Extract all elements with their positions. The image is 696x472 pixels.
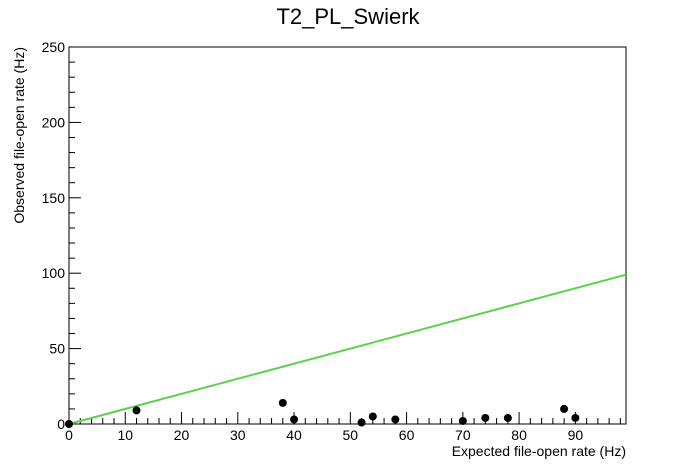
x-tick-label: 30 (230, 427, 246, 443)
data-point (368, 412, 377, 421)
data-point (290, 415, 299, 424)
plot-frame (68, 46, 627, 425)
data-point (357, 418, 366, 427)
reference-line (68, 273, 627, 425)
x-axis-label: Expected file-open rate (Hz) (452, 443, 626, 459)
data-point (458, 416, 467, 425)
x-tick-label: 0 (65, 427, 73, 443)
chart-title: T2_PL_Swierk (276, 4, 420, 29)
data-point (503, 413, 512, 422)
x-tick-label: 20 (174, 427, 190, 443)
data-point (132, 406, 141, 415)
x-tick-label: 90 (568, 427, 584, 443)
x-tick-label: 60 (399, 427, 415, 443)
y-tick-label: 150 (42, 190, 66, 206)
x-tick-label: 10 (117, 427, 133, 443)
data-point (391, 415, 400, 424)
y-tick-label: 50 (49, 341, 65, 357)
y-tick-label: 100 (42, 265, 66, 281)
y-axis-label: Observed file-open rate (Hz) (11, 47, 27, 224)
x-tick-label: 80 (511, 427, 527, 443)
x-tick-label: 70 (455, 427, 471, 443)
x-tick-label: 40 (286, 427, 302, 443)
x-tick-label: 50 (343, 427, 359, 443)
data-point (481, 413, 490, 422)
data-point (278, 398, 287, 407)
data-point (65, 420, 73, 428)
y-tick-label: 0 (57, 416, 65, 432)
y-tick-label: 200 (42, 114, 66, 130)
data-point (560, 404, 569, 413)
data-point (571, 413, 580, 422)
y-tick-label: 250 (42, 39, 66, 55)
